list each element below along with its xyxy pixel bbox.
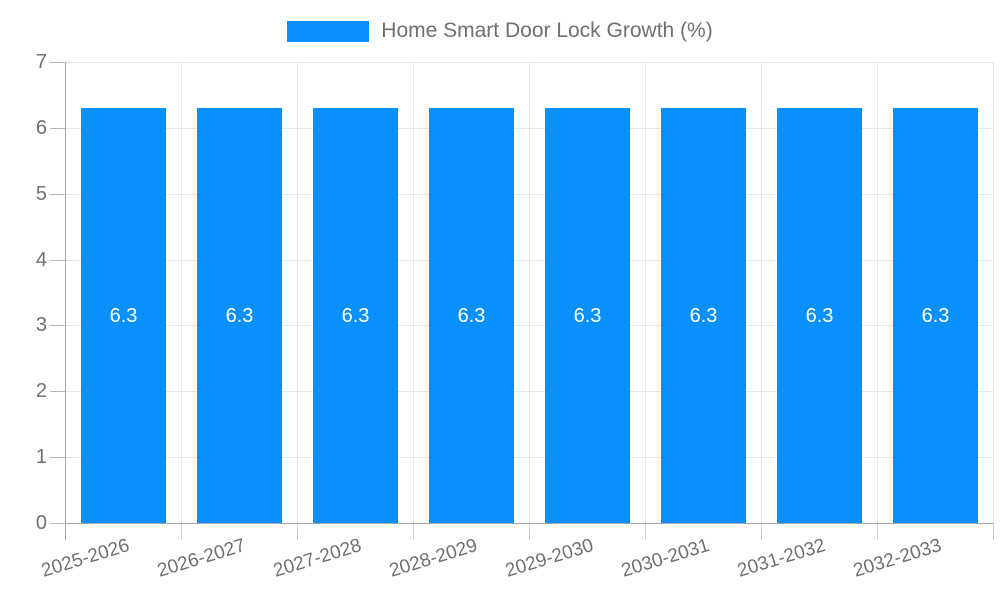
- y-tick-mark: [50, 391, 65, 392]
- bar-value-label: 6.3: [225, 304, 254, 327]
- y-tick-mark: [50, 260, 65, 261]
- bar[interactable]: 6.3: [661, 108, 746, 523]
- y-axis-label: 5: [35, 183, 47, 205]
- x-tick-mark: [993, 523, 994, 540]
- x-tick-mark: [413, 523, 414, 540]
- y-axis-label: 6: [35, 117, 47, 139]
- y-tick-mark: [50, 523, 65, 524]
- x-axis-line: [65, 523, 993, 524]
- x-axis-label: 2032-2033: [851, 535, 945, 582]
- x-gridline: [181, 62, 182, 523]
- x-gridline: [761, 62, 762, 523]
- bar[interactable]: 6.3: [313, 108, 398, 523]
- bar-value-label: 6.3: [573, 304, 602, 327]
- y-axis-label: 0: [35, 512, 47, 534]
- x-tick-mark: [645, 523, 646, 540]
- bar-value-label: 6.3: [921, 304, 950, 327]
- legend-swatch: [287, 20, 370, 42]
- x-tick-mark: [529, 523, 530, 540]
- y-axis-label: 4: [35, 249, 47, 271]
- x-gridline: [413, 62, 414, 523]
- bar[interactable]: 6.3: [197, 108, 282, 523]
- y-axis-label: 1: [35, 446, 47, 468]
- x-tick-mark: [877, 523, 878, 540]
- x-gridline: [645, 62, 646, 523]
- bar-value-label: 6.3: [341, 304, 370, 327]
- legend-label: Home Smart Door Lock Growth (%): [381, 19, 713, 42]
- x-gridline: [993, 62, 994, 523]
- x-tick-mark: [65, 523, 66, 540]
- y-axis-label: 2: [35, 380, 47, 402]
- y-axis-label: 7: [35, 51, 47, 73]
- bar[interactable]: 6.3: [545, 108, 630, 523]
- x-axis-label: 2031-2032: [735, 535, 829, 582]
- y-tick-mark: [50, 325, 65, 326]
- bar-value-label: 6.3: [457, 304, 486, 327]
- y-tick-mark: [50, 457, 65, 458]
- x-axis-label: 2028-2029: [387, 535, 481, 582]
- bar-value-label: 6.3: [805, 304, 834, 327]
- y-axis-label: 3: [35, 314, 47, 336]
- bar-value-label: 6.3: [109, 304, 138, 327]
- bar[interactable]: 6.3: [893, 108, 978, 523]
- x-gridline: [877, 62, 878, 523]
- x-axis-label: 2027-2028: [271, 535, 365, 582]
- y-tick-mark: [50, 128, 65, 129]
- x-axis-label: 2026-2027: [155, 535, 249, 582]
- chart-legend[interactable]: Home Smart Door Lock Growth (%): [0, 19, 1000, 43]
- x-axis-label: 2030-2031: [619, 535, 713, 582]
- y-tick-mark: [50, 62, 65, 63]
- y-tick-mark: [50, 194, 65, 195]
- bar-value-label: 6.3: [689, 304, 718, 327]
- y-axis-line: [65, 62, 66, 523]
- x-axis-label: 2029-2030: [503, 535, 597, 582]
- bar[interactable]: 6.3: [429, 108, 514, 523]
- x-gridline: [297, 62, 298, 523]
- x-gridline: [529, 62, 530, 523]
- x-tick-mark: [297, 523, 298, 540]
- x-tick-mark: [761, 523, 762, 540]
- x-tick-mark: [181, 523, 182, 540]
- x-axis-label: 2025-2026: [39, 535, 133, 582]
- bar[interactable]: 6.3: [81, 108, 166, 523]
- bar[interactable]: 6.3: [777, 108, 862, 523]
